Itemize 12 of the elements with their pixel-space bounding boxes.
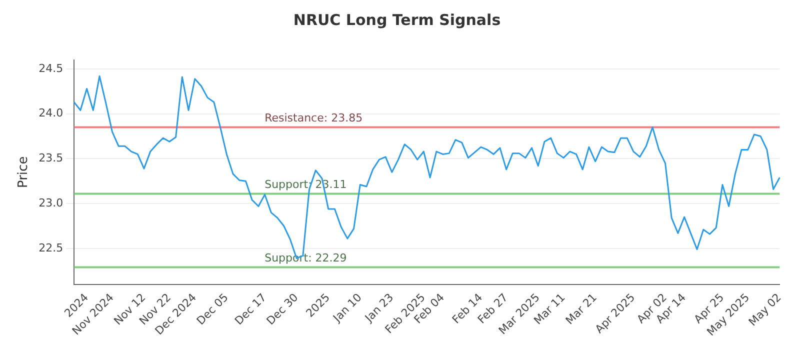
ref-line-label: Support: 22.29: [264, 252, 347, 265]
x-tick-label: Jan 10: [330, 290, 364, 326]
chart-title: NRUC Long Term Signals: [293, 10, 501, 29]
y-tick-label: 24.5: [38, 62, 64, 75]
x-tick-label: Dec 30: [264, 290, 301, 328]
y-tick-label: 22.5: [38, 241, 64, 254]
y-tick-label: 23.5: [38, 152, 64, 165]
x-tick-label: Dec 05: [194, 290, 231, 328]
ref-line-label: Resistance: 23.85: [264, 112, 363, 125]
y-tick-label: 23.0: [38, 196, 64, 210]
y-tick-label: 24.0: [38, 106, 64, 120]
y-axis-title: Price: [16, 156, 32, 188]
